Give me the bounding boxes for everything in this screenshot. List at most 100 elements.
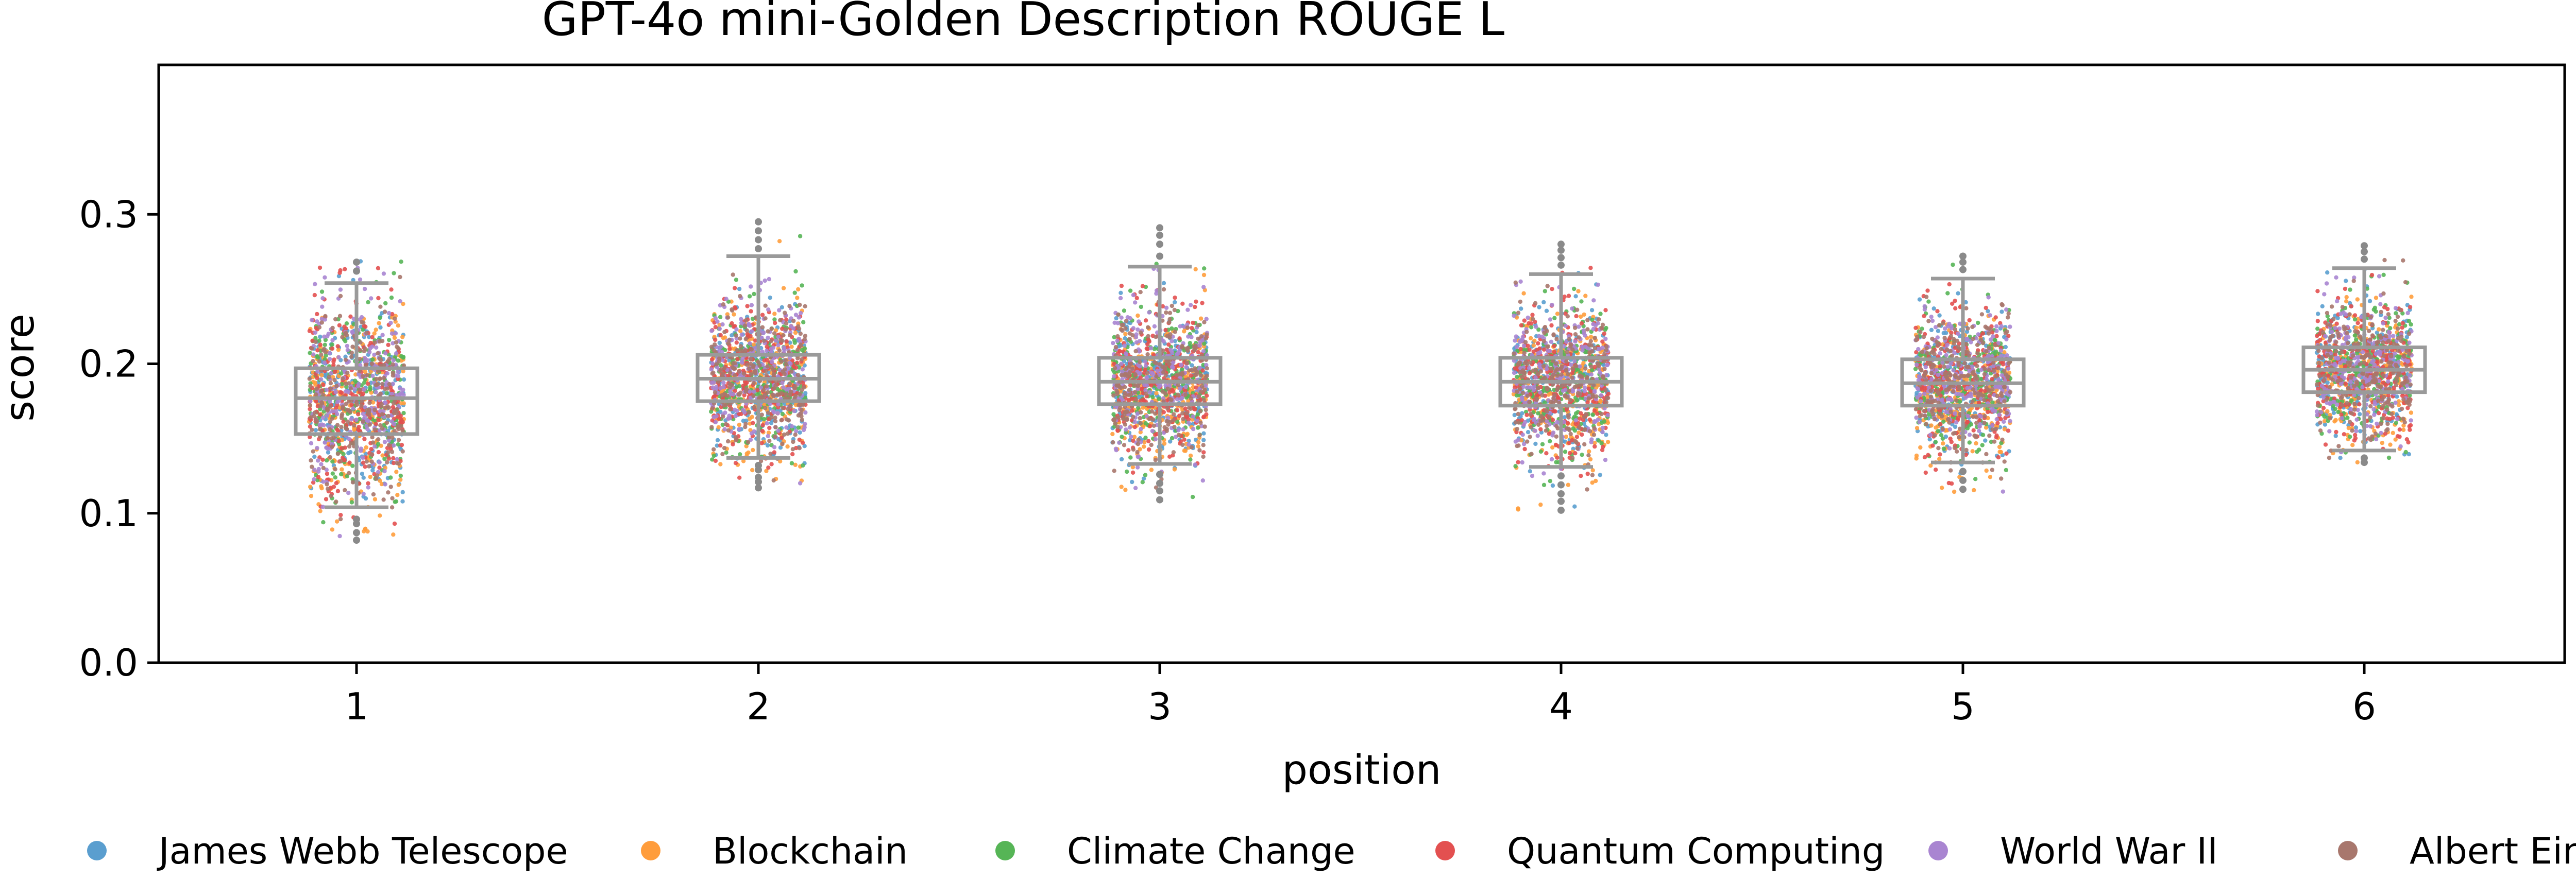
strip-point xyxy=(753,371,758,375)
strip-point xyxy=(308,415,313,420)
strip-point xyxy=(738,336,742,341)
strip-point xyxy=(340,390,344,395)
strip-point xyxy=(1132,390,1138,394)
strip-point xyxy=(765,364,770,369)
strip-point xyxy=(1193,343,1198,349)
strip-point xyxy=(771,409,776,413)
strip-point xyxy=(317,338,321,343)
strip-point xyxy=(326,450,331,455)
strip-point xyxy=(1602,419,1606,424)
strip-point xyxy=(1201,415,1206,420)
strip-point xyxy=(1126,393,1131,398)
strip-point xyxy=(343,354,348,359)
strip-point xyxy=(737,286,742,291)
strip-point xyxy=(352,423,357,428)
strip-point xyxy=(362,323,366,329)
strip-point xyxy=(340,467,344,472)
strip-point xyxy=(367,407,371,412)
strip-point xyxy=(1187,405,1192,410)
strip-point xyxy=(784,339,789,344)
strip-point xyxy=(722,330,727,334)
strip-point xyxy=(1127,425,1132,430)
strip-point xyxy=(400,420,405,424)
strip-point xyxy=(773,419,778,424)
strip-point xyxy=(792,290,797,295)
strip-point xyxy=(1174,373,1179,378)
strip-point xyxy=(749,347,754,352)
strip-point xyxy=(1536,341,1540,346)
strip-point xyxy=(330,444,334,449)
strip-point xyxy=(778,318,783,323)
strip-point xyxy=(1197,366,1202,370)
strip-point xyxy=(1161,339,1166,344)
strip-point xyxy=(308,384,313,389)
strip-point xyxy=(727,337,732,342)
strip-point xyxy=(721,381,726,385)
strip-point xyxy=(734,340,739,345)
strip-point xyxy=(383,351,388,356)
strip-point xyxy=(315,319,319,324)
strip-point xyxy=(798,481,803,486)
strip-point xyxy=(766,410,771,415)
strip-point xyxy=(1604,433,1608,437)
strip-point xyxy=(1172,425,1177,429)
strip-point xyxy=(332,378,337,383)
strip-point xyxy=(1198,409,1202,413)
strip-point xyxy=(346,491,351,495)
strip-point xyxy=(1189,303,1193,307)
strip-point xyxy=(764,373,769,377)
strip-point xyxy=(1175,397,1180,402)
strip-point xyxy=(314,399,318,404)
strip-point xyxy=(1526,343,1530,348)
strip-point xyxy=(725,393,730,398)
strip-point xyxy=(1590,480,1595,485)
strip-point xyxy=(1583,294,1588,298)
strip-point xyxy=(366,382,370,386)
strip-point xyxy=(317,427,323,432)
strip-point xyxy=(1145,371,1150,375)
strip-point xyxy=(363,496,368,501)
strip-point xyxy=(1201,450,1206,455)
strip-point xyxy=(382,440,387,444)
strip-point xyxy=(312,292,317,298)
strip-point xyxy=(363,347,367,351)
strip-point xyxy=(782,345,787,350)
strip-point xyxy=(326,406,331,411)
strip-point xyxy=(315,369,320,374)
strip-point xyxy=(372,497,378,502)
strip-point xyxy=(1148,346,1154,351)
strip-point xyxy=(387,338,392,342)
strip-point xyxy=(718,367,723,372)
strip-point xyxy=(327,375,331,379)
strip-point xyxy=(308,435,312,439)
strip-point xyxy=(717,326,722,331)
strip-point xyxy=(1136,454,1140,459)
strip-point xyxy=(345,407,350,412)
strip-point xyxy=(311,449,315,454)
strip-point xyxy=(766,465,771,470)
strip-point xyxy=(772,331,777,336)
strip-point xyxy=(763,316,768,321)
strip-point xyxy=(1563,450,1568,454)
strip-point xyxy=(1189,396,1193,401)
strip-point xyxy=(1161,370,1166,375)
strip-point xyxy=(1528,469,1532,474)
strip-point xyxy=(318,404,323,408)
strip-point xyxy=(1519,306,1523,311)
strip-point xyxy=(1141,405,1145,410)
strip-point xyxy=(1133,300,1138,305)
strip-point xyxy=(310,346,314,351)
strip-point xyxy=(364,459,369,464)
strip-point xyxy=(769,421,774,425)
strip-point xyxy=(400,428,405,433)
strip-point xyxy=(378,423,383,428)
strip-point xyxy=(798,331,803,336)
strip-point xyxy=(1165,406,1170,410)
strip-point xyxy=(308,485,313,489)
strip-point xyxy=(378,513,382,518)
strip-point xyxy=(730,333,734,338)
strip-point xyxy=(1140,480,1145,485)
strip-point xyxy=(396,482,401,487)
strip-point xyxy=(396,323,400,328)
strip-point xyxy=(1544,308,1549,313)
